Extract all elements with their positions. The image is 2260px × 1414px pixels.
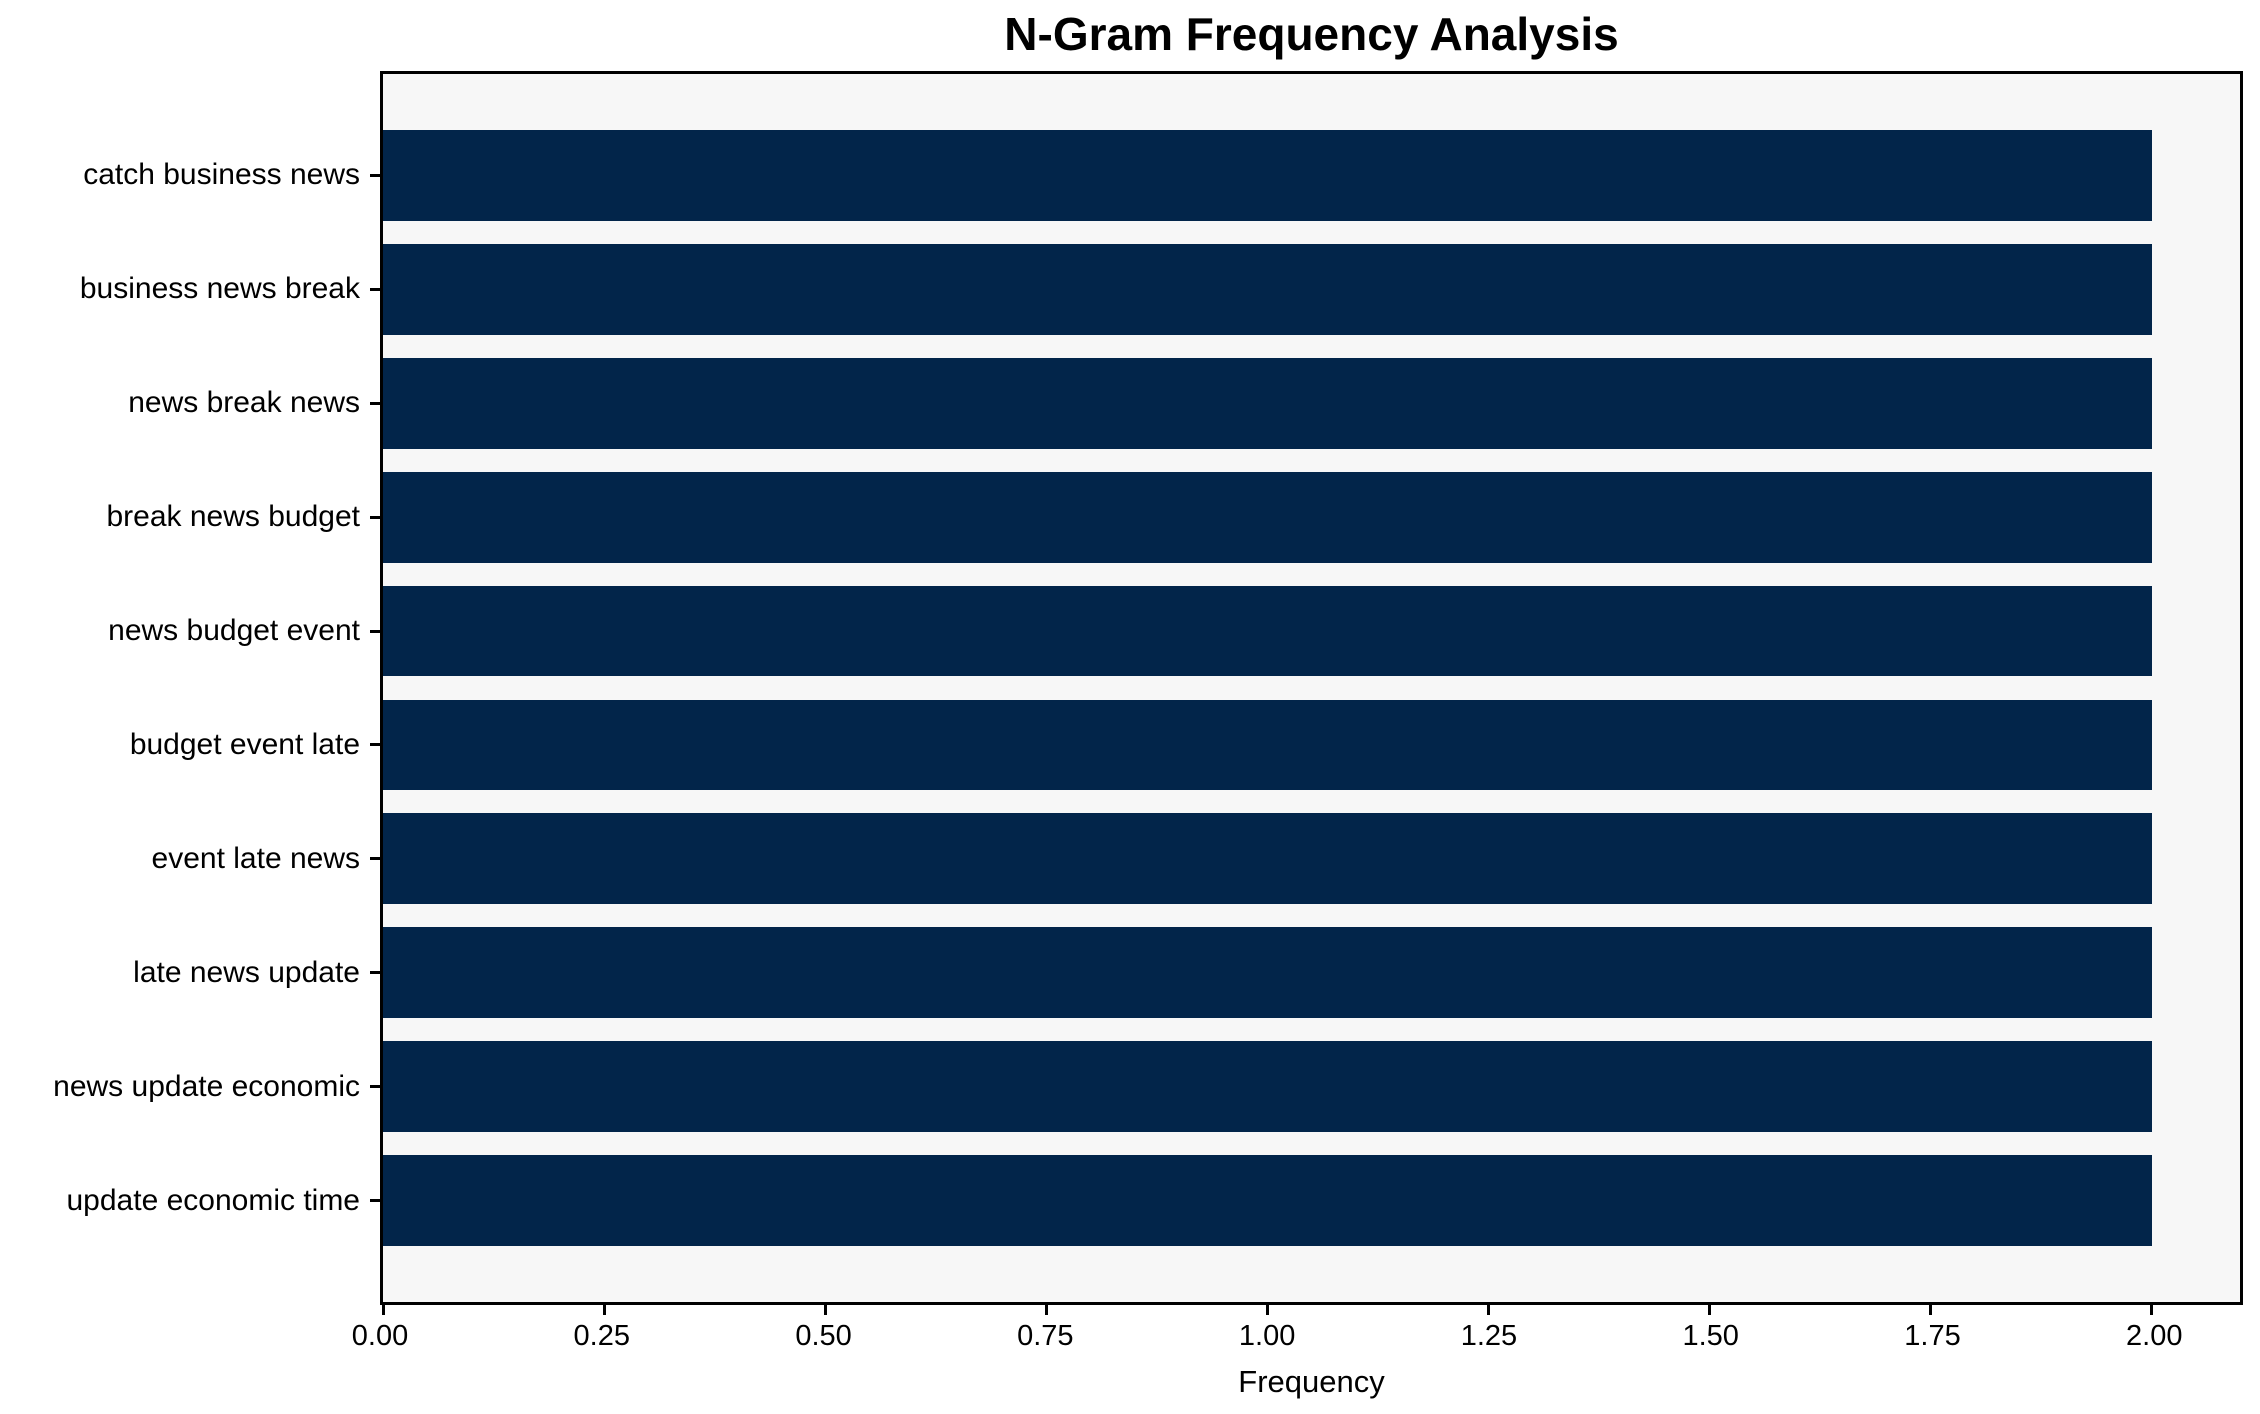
x-axis-tick: [1486, 1305, 1490, 1315]
bar: [383, 243, 2152, 335]
bar: [383, 699, 2152, 791]
y-axis-tick: [370, 401, 380, 405]
x-axis-tick: [2150, 1305, 2154, 1315]
x-axis-tick-label: 1.75: [1904, 1320, 1961, 1352]
bar: [383, 813, 2152, 905]
y-axis-tick: [370, 971, 380, 975]
y-axis-tick: [370, 1085, 380, 1089]
y-axis-category-label: late news update: [133, 955, 360, 989]
y-axis-tick: [370, 1199, 380, 1203]
y-axis-category-label: news budget event: [108, 614, 360, 648]
x-axis-tick-label: 2.00: [2126, 1320, 2183, 1352]
x-axis-tick-label: 0.50: [795, 1320, 852, 1352]
x-axis-tick: [1265, 1305, 1269, 1315]
x-axis-tick-label: 0.25: [573, 1320, 631, 1352]
x-axis-title: Frequency: [1238, 1364, 1385, 1399]
y-axis-tick: [370, 173, 380, 177]
bar: [383, 357, 2152, 449]
bars: [383, 74, 2240, 1302]
y-axis-tick: [370, 515, 380, 519]
bar: [383, 130, 2152, 221]
x-axis-tick: [381, 1305, 385, 1315]
y-axis-category-label: event late news: [151, 841, 360, 875]
y-axis-tick: [370, 287, 380, 291]
chart-title: N-Gram Frequency Analysis: [1004, 8, 1619, 60]
x-axis-tick-label: 1.50: [1682, 1320, 1739, 1352]
y-axis-category-label: business news break: [79, 272, 360, 306]
x-axis-tick: [1929, 1305, 1932, 1315]
y-axis-category-label: news break news: [128, 386, 360, 420]
x-axis-tick-label: 1.00: [1238, 1320, 1296, 1352]
y-axis-category-label: update economic time: [66, 1183, 361, 1217]
x-axis-tick: [602, 1305, 606, 1315]
x-axis-ticklabels: 0.00 0.25 0.50 0.75 1.00 1.25 1.50 1.75 2.00: [352, 1320, 2243, 1360]
x-axis-tick: [823, 1305, 827, 1315]
y-axis-tick: [370, 857, 380, 861]
x-axis-tick-label: 0.75: [1017, 1320, 1074, 1352]
x-axis-tick-label: 0.00: [351, 1320, 409, 1352]
y-axis-category-label: catch business news: [83, 158, 360, 192]
y-axis-tick: [370, 743, 380, 747]
y-axis-tick: [370, 629, 380, 633]
bar: [383, 471, 2152, 563]
plot-area: [370, 71, 2243, 1315]
x-axis-tick: [1707, 1305, 1711, 1315]
bar: [383, 1041, 2152, 1133]
bar: [383, 1155, 2152, 1246]
x-axis-tick: [1044, 1305, 1048, 1315]
y-axis-labels: catch business news business news break ne…: [0, 74, 360, 1302]
bar: [383, 585, 2152, 677]
y-axis-category-label: break news budget: [106, 500, 360, 534]
bar: [383, 927, 2152, 1019]
y-axis-category-label: budget event late: [129, 727, 360, 761]
x-axis-tick-label: 1.25: [1460, 1320, 1518, 1352]
y-axis-category-label: news update economic: [53, 1069, 360, 1103]
